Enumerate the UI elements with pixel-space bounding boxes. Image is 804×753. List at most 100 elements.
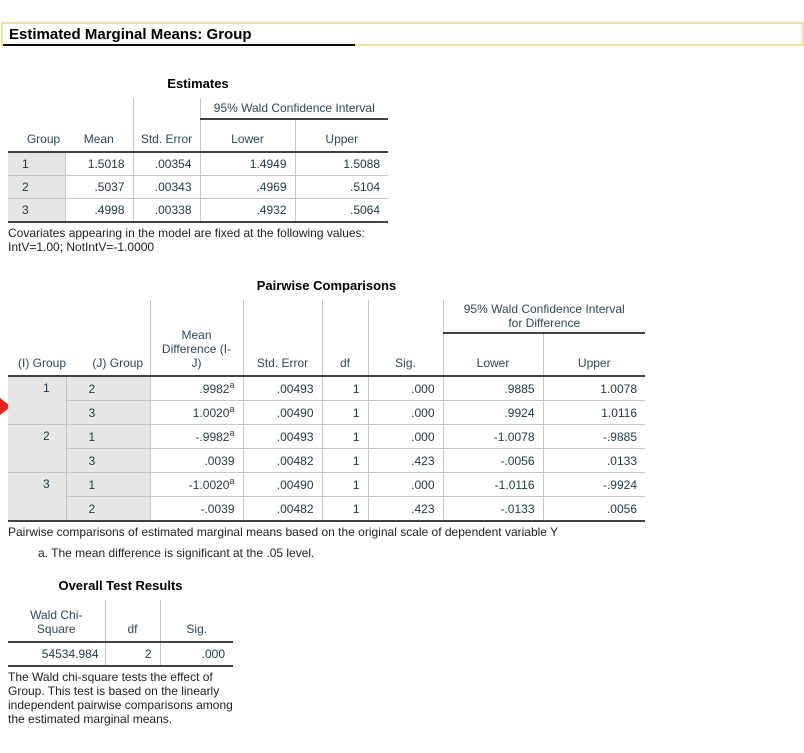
cell-upper: 1.0078 (542, 375, 645, 401)
cell-std-error: .00493 (242, 375, 322, 401)
current-item-arrow-icon (0, 398, 11, 415)
cell-upper: .5064 (294, 198, 389, 222)
cell-mean-difference: -.9982a (149, 424, 243, 449)
cell-lower: .4932 (199, 198, 295, 222)
table-header-row: (I) Group (J) Group Mean Difference (I-J… (8, 300, 645, 377)
col-header-sig: Sig. (367, 300, 443, 377)
estimates-table-title: Estimates (167, 76, 229, 91)
cell-sig: .423 (367, 496, 443, 521)
pairwise-table[interactable]: (I) Group (J) Group Mean Difference (I-J… (8, 300, 645, 522)
col-header-upper: Upper (542, 333, 645, 377)
table-header-row: Group Mean Std. Error 95% Wald Confidenc… (8, 98, 389, 153)
cell-upper: .0056 (542, 496, 645, 521)
cell-lower: .4969 (199, 175, 295, 199)
cell-sig: .423 (367, 448, 443, 473)
cell-lower: -.0056 (442, 448, 543, 473)
cell-mean: .4998 (64, 198, 133, 222)
cell-df: 1 (321, 400, 368, 425)
cell-mean-difference: .9982a (149, 375, 243, 401)
cell-upper: .5104 (294, 175, 389, 199)
table-row: 3 1.0020a .00490 1 .000 .9924 1.0116 (8, 400, 645, 425)
col-header-i-group: (I) Group (8, 300, 66, 377)
cell-mean: 1.5018 (64, 151, 133, 176)
table-row: 3 1 -1.0020a .00490 1 .000 -1.0116 -.992… (8, 472, 645, 521)
ci-span-header: 95% Wald Confidence Interval (199, 98, 389, 120)
output-heading-selected[interactable]: Estimated Marginal Means: Group (1, 22, 804, 46)
cell-std-error: .00482 (242, 496, 322, 521)
table-row: 2 1 -.9982a .00493 1 .000 -1.0078 -.9885 (8, 424, 645, 473)
col-header-mean: Mean (65, 98, 133, 153)
cell-std-error: .00490 (242, 400, 322, 425)
cell-mean-difference: .0039 (149, 448, 243, 473)
table-row: 54534.984 2 .000 (8, 641, 233, 666)
cell-group: 2 (8, 175, 65, 199)
cell-df: 1 (321, 448, 368, 473)
cell-j-group: 2 (65, 496, 150, 521)
cell-upper: -.9924 (542, 472, 645, 497)
pairwise-footnote-a: a. The mean difference is significant at… (38, 546, 315, 561)
col-header-sig: Sig. (159, 600, 233, 643)
footnote-marker: a (229, 379, 235, 390)
footnote-marker: a (229, 403, 235, 414)
cell-mean: .5037 (64, 175, 133, 199)
table-row: 3 .0039 .00482 1 .423 -.0056 .0133 (8, 448, 645, 473)
col-header-df: df (321, 300, 368, 377)
table-row: 3 .4998 .00338 .4932 .5064 (8, 198, 389, 222)
cell-std-error: .00493 (242, 424, 322, 449)
table-row: 2 .5037 .00343 .4969 .5104 (8, 175, 389, 199)
cell-std-error: .00343 (132, 175, 200, 199)
table-header-row: Lower Upper (8, 119, 389, 153)
cell-i-group: 2 (8, 424, 66, 473)
cell-df: 2 (104, 641, 160, 666)
cell-upper: -.9885 (542, 424, 645, 449)
cell-sig: .000 (367, 424, 443, 449)
cell-j-group: 1 (65, 424, 150, 449)
col-header-std-error: Std. Error (132, 98, 200, 153)
estimates-table[interactable]: Group Mean Std. Error 95% Wald Confidenc… (8, 98, 389, 223)
cell-group: 3 (8, 198, 65, 222)
pairwise-table-title: Pairwise Comparisons (256, 278, 397, 293)
cell-upper: -.0133 (442, 496, 543, 521)
cell-lower: .9924 (442, 400, 543, 425)
overall-test-table-title: Overall Test Results (58, 578, 183, 593)
cell-mean-difference: 1.0020a (149, 400, 243, 425)
col-header-wald-chi-square: Wald Chi-Square (8, 600, 105, 643)
cell-i-group: 1 (8, 375, 66, 425)
cell-j-group: 3 (65, 400, 150, 425)
estimates-section: Estimates Group Mean Std. Error 95% Wald… (8, 76, 389, 255)
cell-lower: -1.0116 (442, 472, 543, 497)
col-header-df: df (104, 600, 160, 643)
cell-upper: 1.5088 (294, 151, 389, 176)
overall-test-table[interactable]: Wald Chi-Square df Sig. 54534.984 2 .000 (8, 600, 233, 667)
table-header-row: Lower Upper (8, 333, 645, 377)
table-header-row: Wald Chi-Square df Sig. (8, 600, 233, 643)
footnote-marker: a (229, 427, 235, 438)
pairwise-section: Pairwise Comparisons (I) Group (J) Group… (8, 278, 645, 560)
cell-upper: 1.0116 (542, 400, 645, 425)
footnote-marker: a (229, 475, 235, 486)
col-header-mean-difference: Mean Difference (I-J) (149, 300, 243, 377)
pairwise-footnote: Pairwise comparisons of estimated margin… (8, 525, 559, 539)
col-header-lower: Lower (442, 333, 543, 377)
col-header-group: Group (8, 98, 65, 153)
table-row: 1 1.5018 .00354 1.4949 1.5088 (8, 151, 389, 176)
table-row: 1 2 .9982a .00493 1 .000 .9885 1.0078 (8, 375, 645, 425)
cell-std-error: .00354 (132, 151, 200, 176)
cell-sig: .000 (367, 400, 443, 425)
table-row: 2 -.0039 .00482 1 .423 -.0133 .0056 (8, 496, 645, 521)
cell-sig: .000 (367, 472, 443, 497)
overall-test-section: Overall Test Results Wald Chi-Square df … (8, 578, 253, 727)
cell-std-error: .00482 (242, 448, 322, 473)
cell-df: 1 (321, 472, 368, 497)
overall-test-footnote: The Wald chi-square tests the effect of … (8, 670, 233, 727)
cell-df: 1 (321, 375, 368, 401)
cell-sig: .000 (367, 375, 443, 401)
cell-mean-difference: -1.0020a (149, 472, 243, 497)
cell-lower: .9885 (442, 375, 543, 401)
cell-df: 1 (321, 496, 368, 521)
cell-sig: .000 (159, 641, 233, 666)
cell-lower: -1.0078 (442, 424, 543, 449)
estimates-footnote: Covariates appearing in the model are fi… (8, 226, 365, 255)
col-header-j-group: (J) Group (66, 300, 150, 377)
